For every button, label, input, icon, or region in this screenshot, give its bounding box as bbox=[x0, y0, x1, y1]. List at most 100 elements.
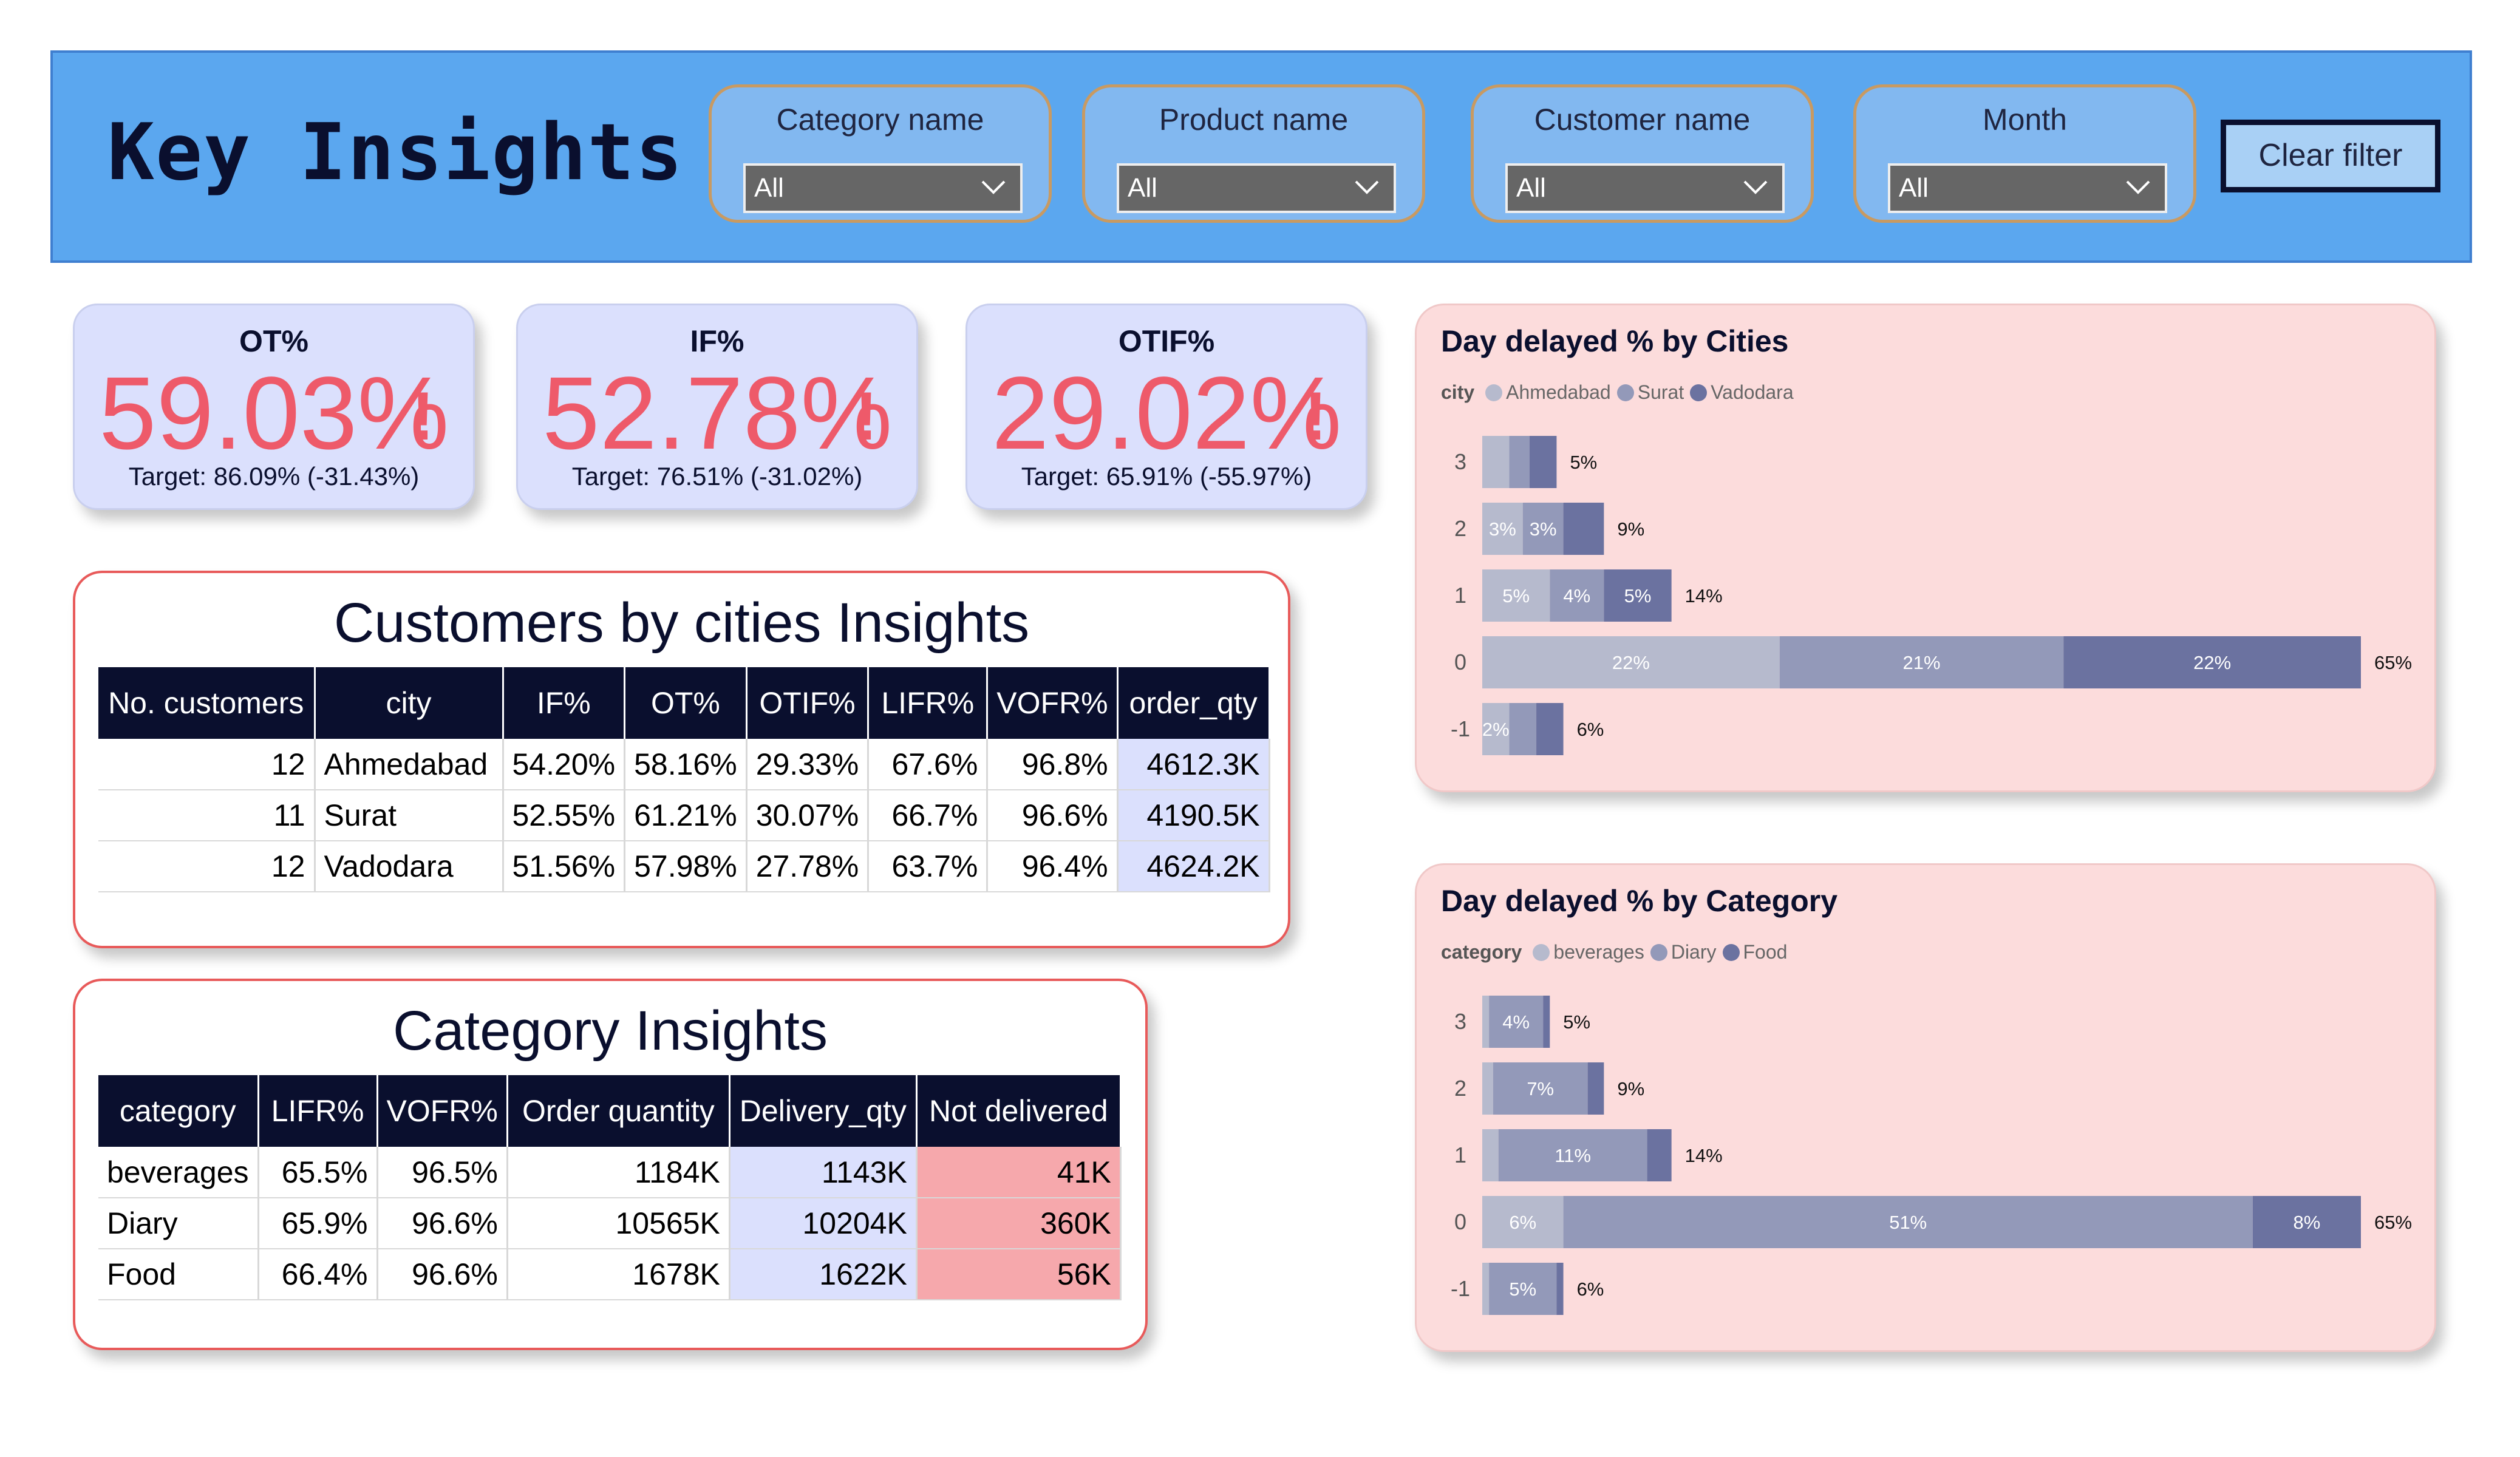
kpi-target: Target: 65.91% (-55.97%) bbox=[1021, 462, 1312, 491]
legend-label: beverages bbox=[1553, 941, 1644, 963]
slicer-label: Product name bbox=[1159, 103, 1349, 137]
column-header[interactable]: LIFR% bbox=[258, 1075, 378, 1147]
kpi-value: 29.02% bbox=[992, 356, 1342, 471]
table-row[interactable]: Food 66.4% 96.6% 1678K 1622K 56K bbox=[98, 1249, 1122, 1300]
chart-legend: city Ahmedabad Surat Vadodara bbox=[1441, 381, 1800, 404]
total-label: 9% bbox=[1617, 1078, 1644, 1099]
dropdown-value: All bbox=[1516, 173, 1546, 203]
slicer-label: Category name bbox=[776, 103, 984, 137]
legend-item[interactable]: beverages bbox=[1533, 941, 1644, 963]
total-label: 65% bbox=[2374, 652, 2412, 673]
y-tick-label: 1 bbox=[1454, 1143, 1466, 1167]
legend-label: Food bbox=[1743, 941, 1788, 963]
cities-delay-bar-chart: 3 5% 2 3% 3% 9% 1 5% 4% 5% 14% 0 22% 21% 22% 65% -1 2% 6% bbox=[1451, 436, 2412, 755]
column-header[interactable]: Delivery_qty bbox=[729, 1075, 918, 1147]
alert-icon: ! bbox=[411, 378, 434, 454]
column-header[interactable]: Order quantity bbox=[507, 1075, 730, 1147]
table-row[interactable]: 12 Vadodara 51.56% 57.98% 27.78% 63.7% 9… bbox=[98, 841, 1270, 892]
bar-segment bbox=[1482, 1196, 1564, 1248]
table-row[interactable]: 12 Ahmedabad 54.20% 58.16% 29.33% 67.6% … bbox=[98, 739, 1270, 790]
column-header[interactable]: VOFR% bbox=[377, 1075, 508, 1147]
data-label: 11% bbox=[1555, 1145, 1591, 1166]
cell: 12 bbox=[98, 739, 316, 790]
header-bar: Key Insights Category name All Product n… bbox=[50, 50, 2472, 263]
cell: 29.33% bbox=[746, 739, 870, 790]
table-row[interactable]: beverages 65.5% 96.5% 1184K 1143K 41K bbox=[98, 1147, 1122, 1198]
data-label: 51% bbox=[1889, 1212, 1927, 1233]
column-header[interactable]: order_qty bbox=[1117, 667, 1270, 739]
legend-item[interactable]: Diary bbox=[1650, 941, 1717, 963]
data-label: 3% bbox=[1530, 518, 1557, 540]
cell: 51.56% bbox=[503, 841, 626, 892]
bar-segment bbox=[1482, 703, 1510, 755]
data-label: 2% bbox=[1482, 719, 1510, 740]
cell: Vadodara bbox=[315, 841, 504, 892]
column-header[interactable]: Not delivered bbox=[916, 1075, 1122, 1147]
cell: 65.5% bbox=[258, 1147, 378, 1198]
cell: 65.9% bbox=[258, 1198, 378, 1249]
product-name-dropdown[interactable]: All bbox=[1117, 163, 1396, 213]
data-label: 4% bbox=[1563, 585, 1590, 606]
customers-table-title: Customers by cities Insights bbox=[333, 592, 1030, 654]
clear-filter-button[interactable]: Clear filter bbox=[2221, 120, 2440, 192]
kpi-card-if: IF% 52.78% ! Target: 76.51% (-31.02%) bbox=[516, 304, 918, 510]
bar-segment bbox=[1482, 503, 1523, 555]
bar-segment bbox=[1604, 569, 1672, 622]
bar-segment bbox=[2252, 1196, 2361, 1248]
cities-delay-chart-card: Day delayed % by Cities city Ahmedabad S… bbox=[1415, 304, 2436, 792]
legend-item[interactable]: Surat bbox=[1616, 381, 1684, 404]
cell: 10204K bbox=[729, 1198, 918, 1249]
column-header[interactable]: OT% bbox=[624, 667, 747, 739]
cell: 1184K bbox=[507, 1147, 730, 1198]
y-tick-label: -1 bbox=[1451, 1276, 1470, 1301]
cell: 11 bbox=[98, 790, 316, 841]
data-label: 22% bbox=[1612, 652, 1650, 673]
kpi-card-otif: OTIF% 29.02% ! Target: 65.91% (-55.97%) bbox=[965, 304, 1367, 510]
cell: 4612.3K bbox=[1117, 739, 1270, 790]
cell: 52.55% bbox=[503, 790, 626, 841]
category-delay-bar-chart: 3 4% 5% 2 7% 9% 1 11% 14% 0 6% 51% 8% 65% -1 5% 6% bbox=[1451, 996, 2412, 1315]
cell: 66.4% bbox=[258, 1249, 378, 1300]
total-label: 5% bbox=[1570, 452, 1597, 473]
table-row[interactable]: 11 Surat 52.55% 61.21% 30.07% 66.7% 96.6… bbox=[98, 790, 1270, 841]
cell: 1622K bbox=[729, 1249, 918, 1300]
chevron-down-icon bbox=[1355, 180, 1379, 194]
kpi-title: OTIF% bbox=[1118, 324, 1215, 358]
bar-segment bbox=[1489, 1263, 1557, 1315]
column-header[interactable]: IF% bbox=[503, 667, 626, 739]
column-header[interactable]: category bbox=[98, 1075, 259, 1147]
month-dropdown[interactable]: All bbox=[1888, 163, 2167, 213]
bar-segment bbox=[1563, 1196, 2253, 1248]
chevron-down-icon bbox=[2126, 180, 2150, 194]
legend-item[interactable]: Ahmedabad bbox=[1485, 381, 1611, 404]
page-title: Key Insights bbox=[107, 107, 684, 198]
column-header[interactable]: OTIF% bbox=[746, 667, 870, 739]
table-row[interactable]: Diary 65.9% 96.6% 10565K 10204K 360K bbox=[98, 1198, 1122, 1249]
cell: 27.78% bbox=[746, 841, 870, 892]
column-header[interactable]: city bbox=[315, 667, 504, 739]
cell: 96.6% bbox=[987, 790, 1119, 841]
cell: Diary bbox=[98, 1198, 259, 1249]
legend-item[interactable]: Vadodara bbox=[1690, 381, 1794, 404]
table-header-row: No. customers city IF% OT% OTIF% LIFR% V… bbox=[98, 667, 1270, 739]
total-label: 14% bbox=[1685, 585, 1723, 606]
category-table: category LIFR% VOFR% Order quantity Deli… bbox=[98, 1075, 1122, 1300]
data-label: 21% bbox=[1902, 652, 1940, 673]
column-header[interactable]: LIFR% bbox=[868, 667, 989, 739]
bar-segment bbox=[1482, 996, 1490, 1048]
customer-name-dropdown[interactable]: All bbox=[1505, 163, 1785, 213]
month-slicer: Month All bbox=[1853, 84, 2196, 223]
category-name-dropdown[interactable]: All bbox=[743, 163, 1023, 213]
data-label: 5% bbox=[1624, 585, 1652, 606]
total-label: 9% bbox=[1617, 518, 1644, 540]
cell: 10565K bbox=[507, 1198, 730, 1249]
column-header[interactable]: VOFR% bbox=[987, 667, 1119, 739]
bar-segment bbox=[1493, 1062, 1588, 1115]
cell: 66.7% bbox=[868, 790, 989, 841]
product-name-slicer: Product name All bbox=[1082, 84, 1425, 223]
legend-item[interactable]: Food bbox=[1722, 941, 1788, 963]
chart-legend: category beverages Diary Food bbox=[1441, 941, 1793, 963]
column-header[interactable]: No. customers bbox=[98, 667, 316, 739]
kpi-card-ot: OT% 59.03% ! Target: 86.09% (-31.43%) bbox=[73, 304, 475, 510]
cell: 41K bbox=[916, 1147, 1122, 1198]
